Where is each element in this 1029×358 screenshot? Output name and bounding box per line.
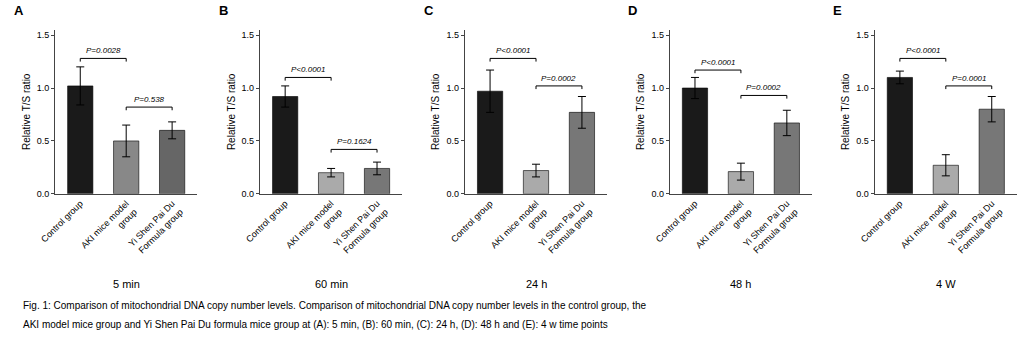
svg-text:Relative T/S ratio: Relative T/S ratio — [21, 73, 32, 150]
svg-text:P<0.0001: P<0.0001 — [496, 46, 530, 55]
svg-text:Control group: Control group — [859, 199, 905, 245]
svg-text:AKI mice modelgroup: AKI mice modelgroup — [284, 199, 344, 259]
svg-text:1.0: 1.0 — [242, 83, 255, 93]
svg-text:0.5: 0.5 — [651, 136, 664, 146]
svg-text:1.0: 1.0 — [651, 83, 664, 93]
svg-text:P=0.0002: P=0.0002 — [746, 83, 781, 92]
svg-text:D: D — [628, 3, 637, 18]
svg-text:P=0.0002: P=0.0002 — [541, 74, 576, 83]
svg-text:5 min: 5 min — [113, 278, 140, 290]
svg-text:Yi Shen Pai DuFormula group: Yi Shen Pai DuFormula group — [946, 199, 1004, 257]
svg-text:0.5: 0.5 — [242, 136, 255, 146]
svg-text:48 h: 48 h — [730, 278, 751, 290]
svg-text:AKI mice modelgroup: AKI mice modelgroup — [694, 199, 754, 259]
svg-text:P=0.0028: P=0.0028 — [86, 46, 121, 55]
svg-text:Relative T/S ratio: Relative T/S ratio — [840, 73, 851, 150]
svg-text:0.0: 0.0 — [651, 189, 664, 199]
svg-text:AKI mice modelgroup: AKI mice modelgroup — [79, 199, 139, 259]
svg-text:P<0.0001: P<0.0001 — [701, 58, 735, 67]
svg-text:0.0: 0.0 — [446, 189, 459, 199]
svg-text:AKI mice modelgroup: AKI mice modelgroup — [489, 199, 549, 259]
svg-text:Relative T/S ratio: Relative T/S ratio — [226, 73, 237, 150]
svg-text:P=0.0001: P=0.0001 — [952, 74, 986, 83]
svg-text:Control group: Control group — [244, 199, 290, 245]
svg-text:AKI mice modelgroup: AKI mice modelgroup — [899, 199, 959, 259]
svg-text:Fig. 1: Comparison of mitochon: Fig. 1: Comparison of mitochondrial DNA … — [23, 300, 647, 311]
svg-text:Relative T/S ratio: Relative T/S ratio — [430, 73, 441, 150]
svg-text:1.5: 1.5 — [446, 30, 459, 40]
svg-text:Yi Shen Pai DuFormula group: Yi Shen Pai DuFormula group — [741, 199, 799, 257]
svg-text:0.0: 0.0 — [37, 189, 50, 199]
svg-text:1.5: 1.5 — [856, 30, 869, 40]
svg-text:Relative T/S ratio: Relative T/S ratio — [635, 73, 646, 150]
svg-text:P<0.0001: P<0.0001 — [906, 46, 940, 55]
svg-text:0.0: 0.0 — [856, 189, 869, 199]
svg-text:60 min: 60 min — [315, 278, 348, 290]
svg-text:A: A — [14, 3, 24, 18]
svg-text:4 W: 4 W — [936, 278, 956, 290]
svg-text:P=0.1624: P=0.1624 — [337, 137, 372, 146]
svg-text:B: B — [219, 3, 228, 18]
svg-text:0.0: 0.0 — [242, 189, 255, 199]
svg-text:1.0: 1.0 — [856, 83, 869, 93]
svg-text:24 h: 24 h — [526, 278, 547, 290]
svg-text:P=0.538: P=0.538 — [134, 95, 165, 104]
svg-text:1.5: 1.5 — [242, 30, 255, 40]
svg-text:AKI model mice group and Yi Sh: AKI model mice group and Yi Shen Pai Du … — [23, 319, 608, 330]
svg-text:Yi Shen Pai DuFormula group: Yi Shen Pai DuFormula group — [332, 199, 390, 257]
svg-text:Yi Shen Pai DuFormula group: Yi Shen Pai DuFormula group — [127, 199, 185, 257]
svg-text:Control group: Control group — [654, 199, 700, 245]
svg-text:1.0: 1.0 — [446, 83, 459, 93]
svg-text:C: C — [424, 3, 434, 18]
svg-text:Control group: Control group — [39, 199, 85, 245]
svg-text:1.5: 1.5 — [37, 30, 50, 40]
svg-text:0.5: 0.5 — [856, 136, 869, 146]
svg-text:P<0.0001: P<0.0001 — [291, 65, 325, 74]
svg-text:E: E — [833, 3, 842, 18]
svg-text:1.0: 1.0 — [37, 83, 50, 93]
svg-text:Control group: Control group — [449, 199, 495, 245]
svg-text:1.5: 1.5 — [651, 30, 664, 40]
svg-text:0.5: 0.5 — [37, 136, 50, 146]
svg-text:0.5: 0.5 — [446, 136, 459, 146]
svg-text:Yi Shen Pai DuFormula group: Yi Shen Pai DuFormula group — [537, 199, 595, 257]
